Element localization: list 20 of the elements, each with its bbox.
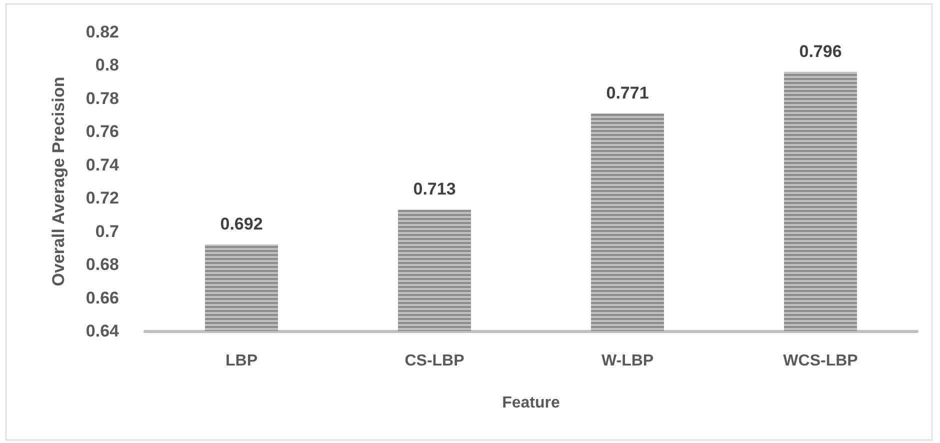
data-label: 0.796 — [799, 42, 842, 61]
x-axis-title: Feature — [502, 394, 560, 412]
y-tick-label: 0.8 — [95, 56, 119, 75]
y-tick-label: 0.72 — [86, 188, 119, 208]
y-axis-title: Overall Average Precision — [49, 76, 68, 286]
data-label: 0.771 — [606, 83, 649, 102]
data-label: 0.692 — [220, 214, 263, 234]
y-tick-label: 0.74 — [86, 155, 120, 174]
data-label: 0.713 — [413, 180, 456, 199]
y-tick-label: 0.82 — [86, 22, 119, 42]
y-tick-label: 0.78 — [86, 88, 119, 108]
x-tick-label: CS-LBP — [404, 352, 465, 370]
y-tick-label: 0.7 — [95, 222, 119, 241]
y-tick-label: 0.76 — [86, 122, 119, 142]
y-tick-label: 0.68 — [86, 255, 119, 274]
x-tick-label: WCS-LBP — [783, 352, 858, 370]
x-tick-label: W-LBP — [601, 352, 654, 370]
y-tick-label: 0.66 — [86, 288, 119, 308]
y-tick-label: 0.64 — [86, 322, 120, 340]
x-tick-label: LBP — [226, 352, 258, 370]
